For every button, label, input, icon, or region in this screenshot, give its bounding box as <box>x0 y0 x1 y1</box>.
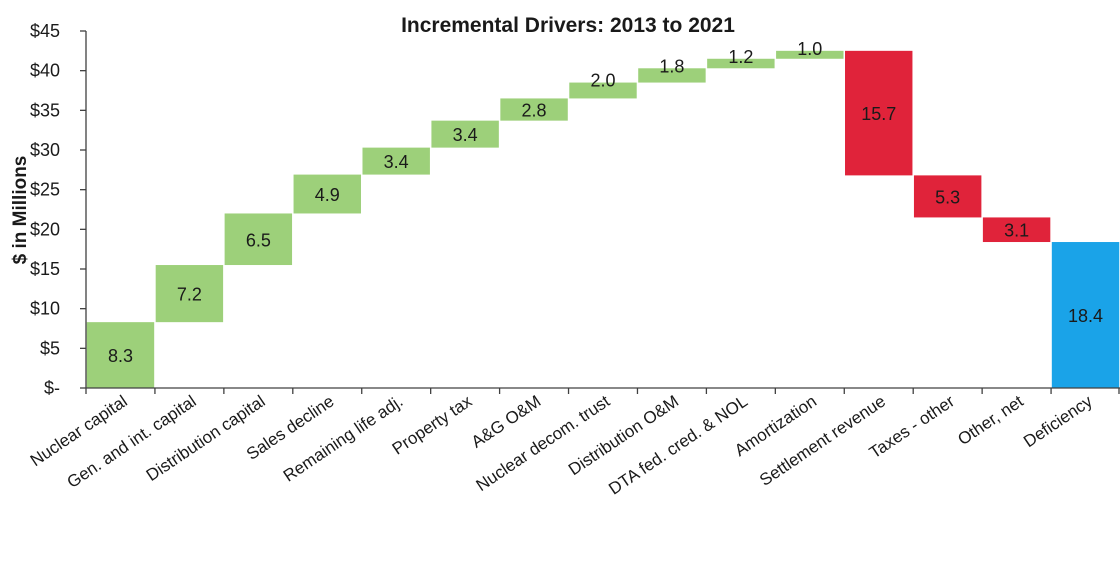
bar-gen-and-int-capital <box>155 265 224 323</box>
data-label: 3.1 <box>1004 221 1029 241</box>
data-label: 3.4 <box>453 125 478 145</box>
data-label: 3.4 <box>384 152 409 172</box>
data-label: 2.8 <box>522 101 547 121</box>
bar-nuclear-capital <box>86 322 155 388</box>
y-tick-label: $- <box>44 378 60 398</box>
y-tick-label: $15 <box>30 259 60 279</box>
chart-title: Incremental Drivers: 2013 to 2021 <box>401 14 735 37</box>
y-tick-label: $5 <box>40 338 60 358</box>
x-tick-label: Other, net <box>954 391 1027 449</box>
y-tick-label: $10 <box>30 299 60 319</box>
bar-deficiency <box>1051 242 1120 388</box>
bar-taxes-other <box>913 175 982 218</box>
data-label: 5.3 <box>935 187 960 207</box>
y-tick-label: $25 <box>30 180 60 200</box>
bar-distribution-o-m <box>638 68 706 83</box>
data-labels-group: 8.3 7.2 6.5 4.9 3.4 3.4 2.8 2.0 1.8 1.2 1.0 15.7 5.3… <box>108 39 1103 366</box>
data-label: 18.4 <box>1068 306 1103 326</box>
y-axis-ticks: $- $5 $10 $15 $20 $25 $30 $35 $40 $45 <box>30 21 86 398</box>
x-tick-label: Deficiency <box>1020 391 1096 451</box>
bar-settlement-revenue <box>845 50 913 176</box>
x-tick-label: Remaining life adj. <box>280 392 407 486</box>
bar-other-net <box>982 217 1051 243</box>
bars-group <box>86 50 1120 388</box>
data-label: 1.2 <box>728 47 753 67</box>
bar-sales-decline <box>293 174 361 214</box>
x-tick-label: Gen. and int. capital <box>64 392 200 492</box>
bar-distribution-capital <box>224 213 293 266</box>
y-tick-label: $40 <box>30 61 60 81</box>
data-label: 1.0 <box>797 39 822 59</box>
data-label: 7.2 <box>177 285 202 305</box>
data-label: 4.9 <box>315 185 340 205</box>
y-tick-label: $30 <box>30 140 60 160</box>
bar-remaining-life-adj <box>362 147 430 175</box>
data-label: 8.3 <box>108 346 133 366</box>
data-label: 15.7 <box>861 104 896 124</box>
bar-property-tax <box>431 120 499 148</box>
bar-a-g-o-m <box>500 98 568 121</box>
data-label: 2.0 <box>590 71 615 91</box>
y-tick-label: $20 <box>30 219 60 239</box>
bar-amortization <box>776 50 844 59</box>
data-label: 6.5 <box>246 230 271 250</box>
y-tick-label: $35 <box>30 100 60 120</box>
bar-nuclear-decom-trust <box>569 82 637 99</box>
data-label: 1.8 <box>659 56 684 76</box>
x-tick-label: Distribution capital <box>143 392 269 485</box>
y-axis-label: $ in Millions <box>10 156 31 265</box>
y-tick-label: $45 <box>30 21 60 41</box>
bar-dta-fed-cred-nol <box>707 58 775 69</box>
x-tick-label: Settlement revenue <box>756 392 889 490</box>
